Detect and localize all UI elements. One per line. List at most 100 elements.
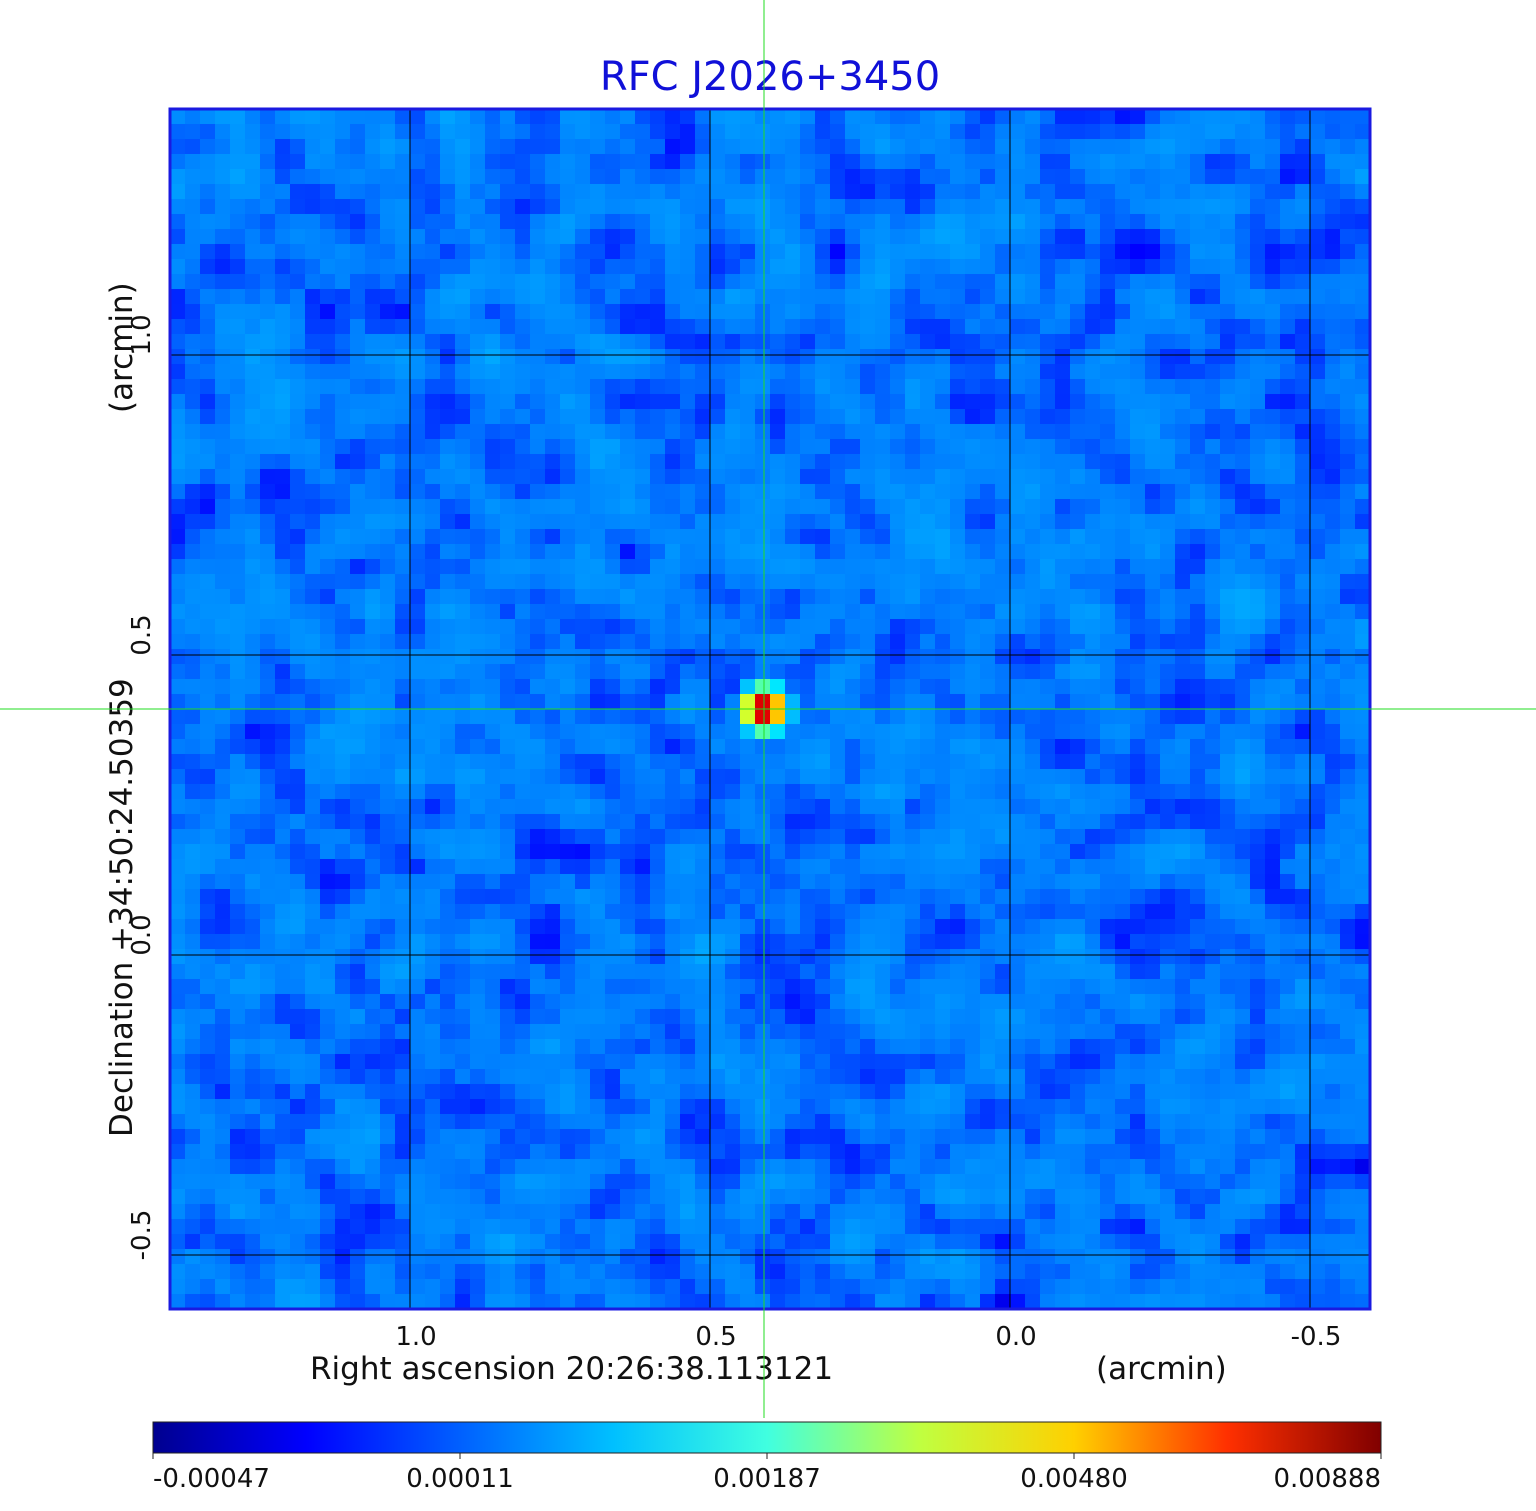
heatmap-cell [380,169,396,185]
heatmap-cell [875,259,891,275]
heatmap-cell [515,859,531,875]
heatmap-cell [1220,514,1236,530]
heatmap-cell [620,724,636,740]
heatmap-cell [185,799,201,815]
heatmap-cell [470,349,486,365]
heatmap-cell [1190,439,1206,455]
heatmap-cell [1175,349,1191,365]
heatmap-cell [980,529,996,545]
heatmap-cell [545,484,561,500]
heatmap-cell [755,844,771,860]
heatmap-cell [1325,709,1341,725]
heatmap-cell [995,529,1011,545]
heatmap-cell [950,889,966,905]
heatmap-cell [605,1009,621,1025]
heatmap-cell [395,454,411,470]
heatmap-cell [350,649,366,665]
heatmap-cell [590,559,606,575]
heatmap-cell [665,559,681,575]
heatmap-cell [995,814,1011,830]
heatmap-cell [425,919,441,935]
heatmap-cell [1010,469,1026,485]
heatmap-cell [1025,634,1041,650]
heatmap-cell [485,904,501,920]
heatmap-cell [350,1009,366,1025]
heatmap-cell [260,109,276,125]
heatmap-cell [380,604,396,620]
heatmap-cell [530,409,546,425]
heatmap-cell [1175,874,1191,890]
heatmap-cell [1295,304,1311,320]
heatmap-cell [320,439,336,455]
heatmap-cell [905,904,921,920]
heatmap-cell [1130,844,1146,860]
heatmap-cell [335,379,351,395]
heatmap-cell [980,604,996,620]
heatmap-cell [395,874,411,890]
heatmap-cell [935,889,951,905]
heatmap-cell [1355,829,1371,845]
heatmap-cell [260,574,276,590]
heatmap-cell [320,364,336,380]
heatmap-cell [1205,739,1221,755]
heatmap-cell [185,154,201,170]
heatmap-cell [725,709,741,725]
heatmap-cell [1310,214,1326,230]
heatmap-cell [695,124,711,140]
heatmap-cell [440,754,456,770]
heatmap-cell [1235,964,1251,980]
heatmap-cell [800,889,816,905]
heatmap-cell [890,694,906,710]
heatmap-cell [335,154,351,170]
heatmap-cell [635,439,651,455]
heatmap-cell [905,664,921,680]
heatmap-cell [350,634,366,650]
heatmap-cell [1265,469,1281,485]
heatmap-cell [1025,379,1041,395]
heatmap-cell [1295,589,1311,605]
heatmap-cell [785,544,801,560]
heatmap-cell [260,274,276,290]
heatmap-cell [320,814,336,830]
heatmap-cell [1340,844,1356,860]
heatmap-cell [215,529,231,545]
heatmap-cell [1340,469,1356,485]
heatmap-cell [1295,649,1311,665]
heatmap-cell [425,589,441,605]
heatmap-cell [1205,649,1221,665]
heatmap-cell [920,469,936,485]
heatmap-cell [455,754,471,770]
heatmap-cell [1100,124,1116,140]
heatmap-cell [1070,754,1086,770]
heatmap-cell [560,274,576,290]
heatmap-cell [740,634,756,650]
heatmap-cell [1145,1024,1161,1040]
heatmap-cell [260,304,276,320]
heatmap-cell [905,109,921,125]
heatmap-cell [1160,439,1176,455]
heatmap-cell [710,394,726,410]
heatmap-cell [650,259,666,275]
heatmap-cell [545,439,561,455]
heatmap-cell [290,589,306,605]
heatmap-cell [365,769,381,785]
heatmap-cell [650,694,666,710]
heatmap-cell [1115,199,1131,215]
heatmap-cell [350,229,366,245]
heatmap-cell [1175,244,1191,260]
heatmap-cell [395,634,411,650]
heatmap-cell [1010,559,1026,575]
heatmap-cell [920,229,936,245]
heatmap-cell [1025,724,1041,740]
heatmap-cell [1310,964,1326,980]
heatmap-cell [740,334,756,350]
heatmap-cell [440,469,456,485]
heatmap-cell [560,994,576,1010]
heatmap-cell [755,499,771,515]
heatmap-cell [500,799,516,815]
heatmap-cell [530,289,546,305]
heatmap-cell [650,724,666,740]
heatmap-cell [920,349,936,365]
heatmap-cell [1040,109,1056,125]
heatmap-cell [215,319,231,335]
